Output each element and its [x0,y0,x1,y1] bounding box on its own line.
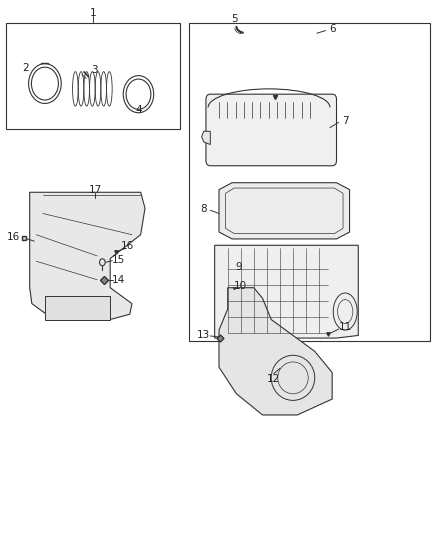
Text: 17: 17 [88,184,102,195]
Text: 11: 11 [339,322,352,333]
Polygon shape [219,183,350,239]
Text: 4: 4 [135,105,142,115]
Bar [6,22,180,128]
Text: 7: 7 [342,116,349,126]
Text: 5: 5 [231,14,237,25]
Text: 6: 6 [329,24,336,34]
Polygon shape [30,192,145,319]
Polygon shape [215,245,358,338]
Bar [45,296,110,319]
Text: 9: 9 [235,262,242,272]
Text: 12: 12 [267,374,280,384]
Text: 13: 13 [197,330,210,341]
Text: 16: 16 [7,232,20,243]
Text: 15: 15 [112,255,126,264]
FancyArrowPatch shape [240,33,241,34]
Bar [188,22,430,341]
FancyBboxPatch shape [206,94,336,166]
Text: 8: 8 [201,204,207,214]
Text: 14: 14 [112,275,126,285]
Polygon shape [219,288,332,415]
Text: 3: 3 [92,66,98,75]
Text: 16: 16 [121,241,134,252]
Text: 1: 1 [89,8,96,18]
Text: 2: 2 [22,63,28,72]
Polygon shape [201,131,210,144]
Text: 10: 10 [234,281,247,291]
